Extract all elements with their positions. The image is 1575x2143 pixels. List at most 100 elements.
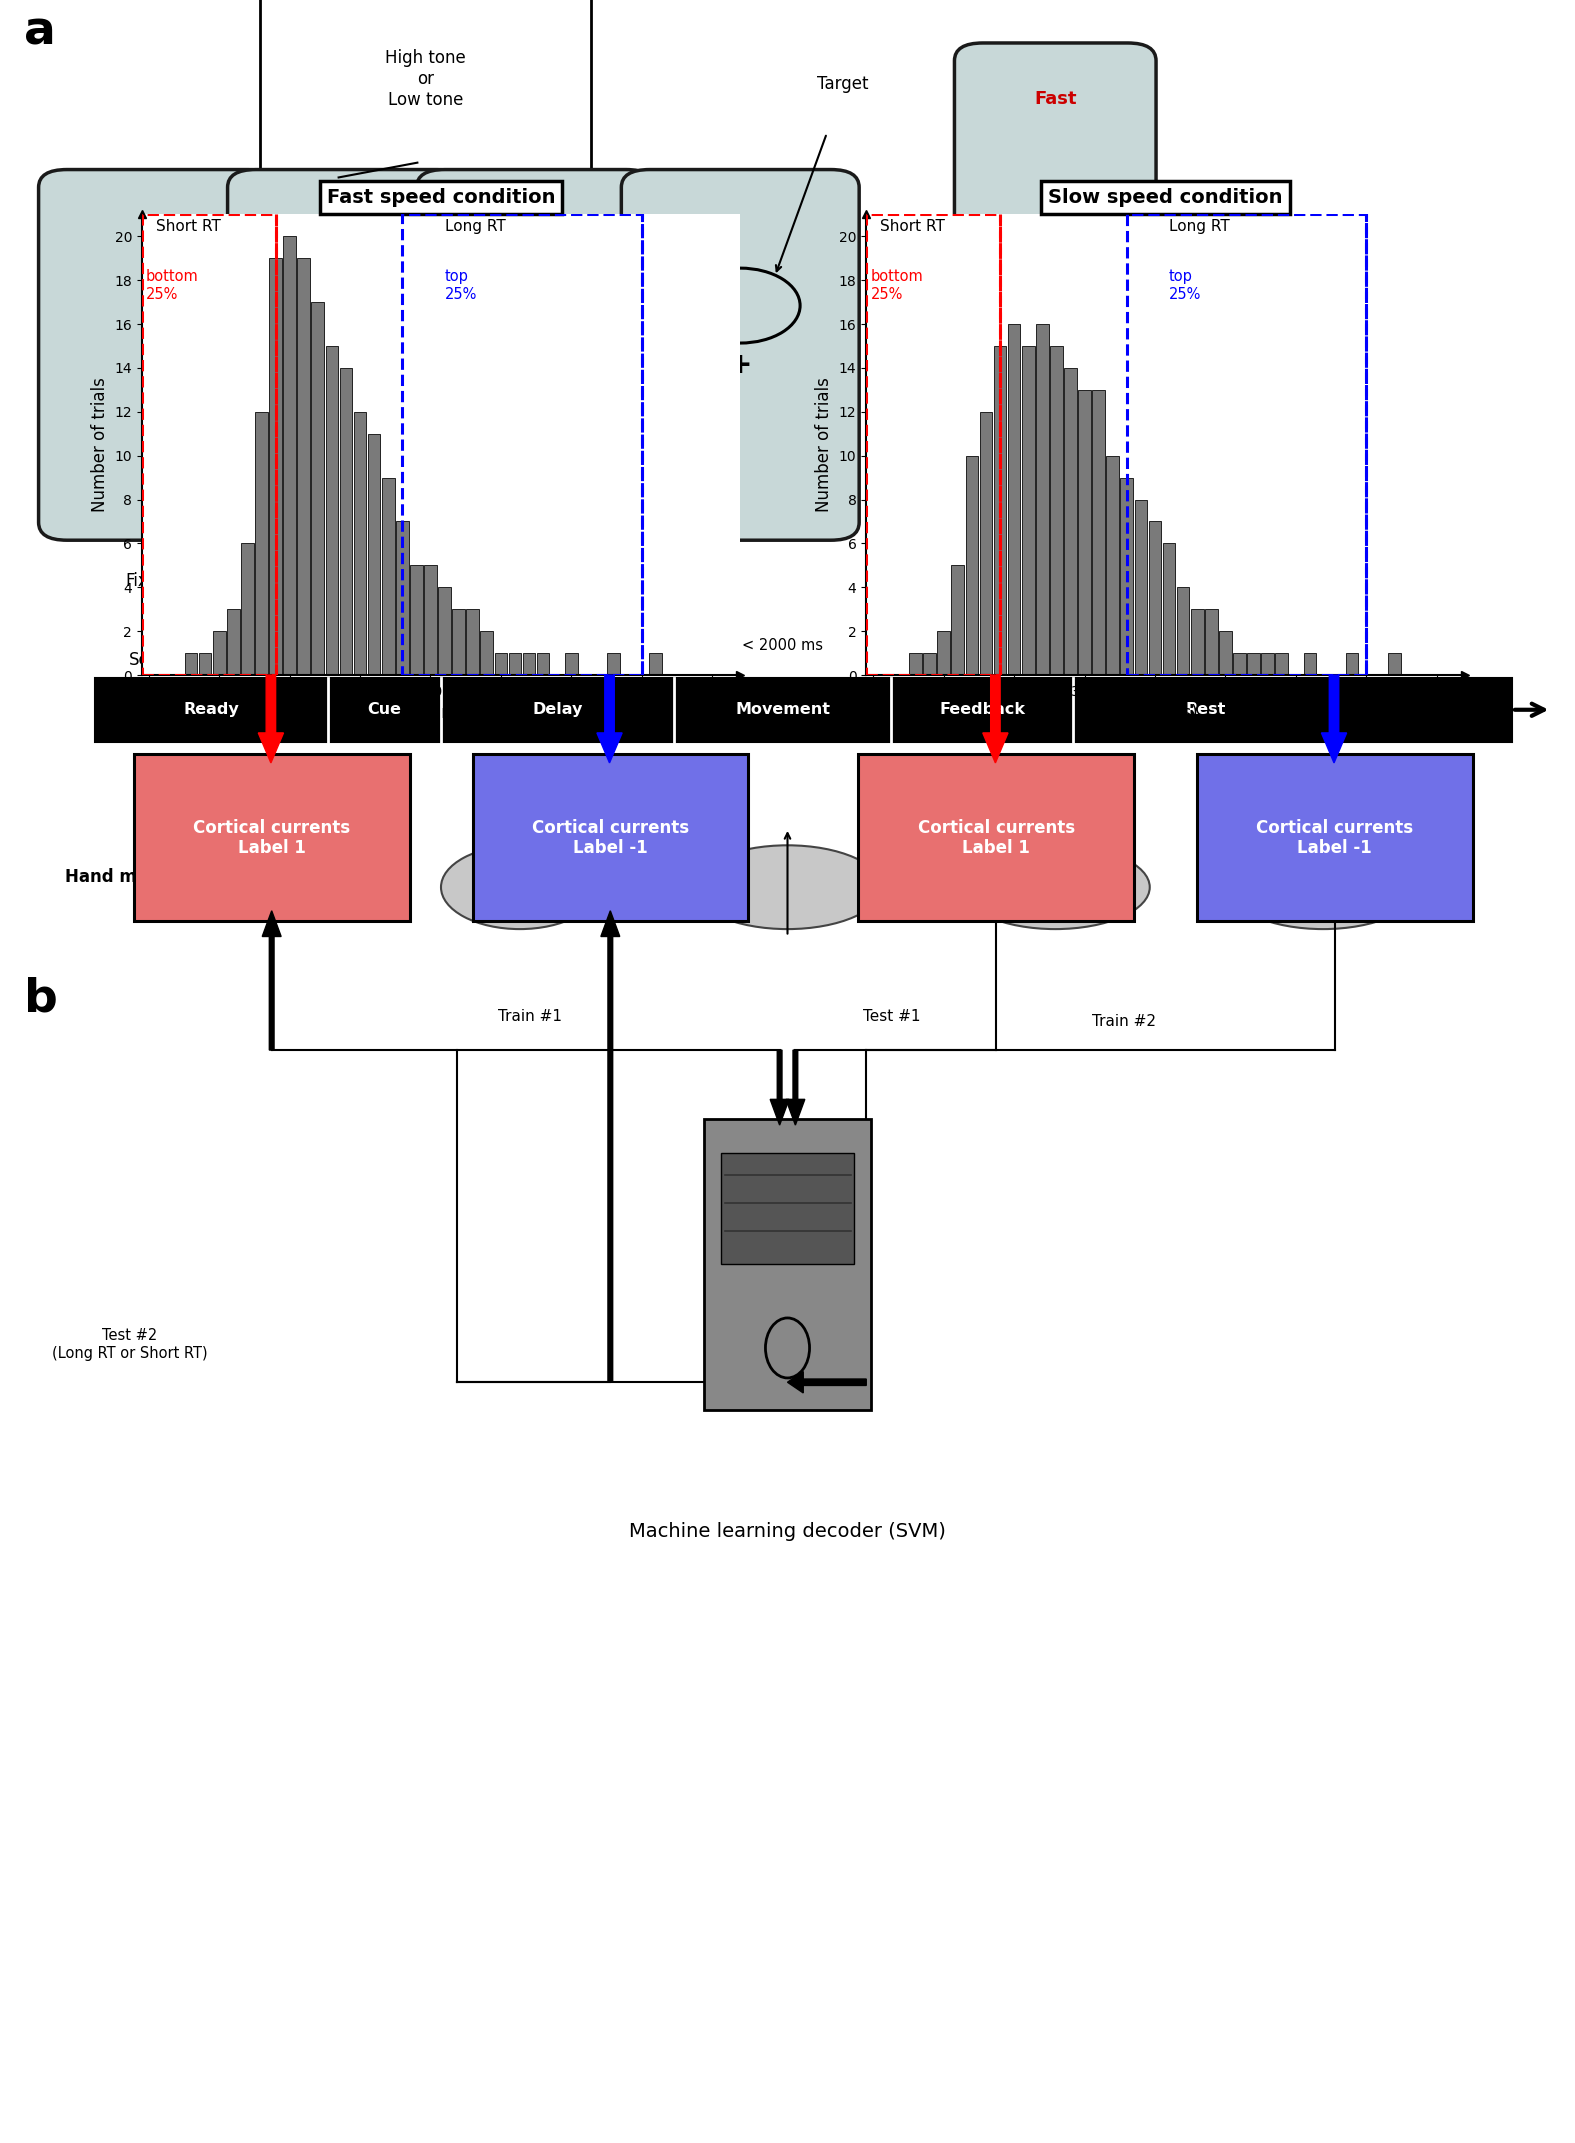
Bar	[1120, 478, 1132, 675]
Text: Cortical currents
Label -1: Cortical currents Label -1	[1257, 819, 1413, 857]
Bar	[255, 411, 268, 675]
Text: Short RT: Short RT	[156, 219, 221, 234]
Bar	[1233, 654, 1246, 675]
Bar	[284, 236, 296, 675]
Bar	[402, 214, 641, 675]
X-axis label: RT (ms): RT (ms)	[410, 705, 472, 722]
FancyBboxPatch shape	[260, 0, 591, 174]
Text: 500 ms: 500 ms	[358, 639, 411, 654]
Bar	[1126, 214, 1366, 675]
Text: Cortical currents
Label 1: Cortical currents Label 1	[918, 819, 1074, 857]
Bar	[466, 609, 479, 675]
Bar	[1134, 499, 1147, 675]
Text: Cortical currents
Label 1: Cortical currents Label 1	[194, 819, 350, 857]
Bar	[198, 654, 211, 675]
Bar	[1036, 324, 1049, 675]
Text: Slow: Slow	[1032, 504, 1079, 521]
Text: Train #1: Train #1	[498, 1009, 562, 1024]
Text: Fast: Fast	[1035, 90, 1076, 107]
Text: Train #2: Train #2	[1091, 1014, 1156, 1029]
Text: Target: Target	[976, 789, 1024, 804]
Text: top
25%: top 25%	[1169, 270, 1202, 302]
Text: Machine learning decoder (SVM): Machine learning decoder (SVM)	[628, 1522, 947, 1541]
Bar	[340, 369, 353, 675]
Text: Good: Good	[1028, 296, 1082, 315]
Bar	[410, 566, 422, 675]
Bar	[1051, 345, 1063, 675]
Text: +: +	[1046, 178, 1065, 197]
Text: +: +	[524, 351, 547, 379]
Bar	[1247, 654, 1260, 675]
Bar	[965, 456, 978, 675]
FancyBboxPatch shape	[954, 456, 1156, 666]
Text: Hand movement: Hand movement	[65, 868, 219, 887]
Ellipse shape	[693, 844, 882, 930]
Text: Brace: Brace	[545, 789, 589, 804]
Text: +: +	[146, 351, 169, 379]
Bar	[1162, 544, 1175, 675]
Bar	[1106, 456, 1118, 675]
Bar	[608, 654, 621, 675]
Bar	[1262, 654, 1274, 675]
Bar	[269, 257, 282, 675]
Title: Slow speed condition: Slow speed condition	[1049, 189, 1282, 208]
Text: High tone
or
Low tone: High tone or Low tone	[384, 49, 466, 109]
Bar	[452, 609, 465, 675]
Text: < 2000 ms: < 2000 ms	[742, 639, 824, 654]
Bar	[523, 654, 536, 675]
Bar	[1219, 632, 1232, 675]
Bar	[184, 654, 197, 675]
Bar	[951, 566, 964, 675]
Bar	[298, 257, 310, 675]
Bar	[312, 302, 324, 675]
Bar	[909, 654, 921, 675]
Bar	[1148, 521, 1161, 675]
Bar	[994, 345, 1006, 675]
FancyBboxPatch shape	[228, 169, 466, 540]
Bar	[94, 677, 1512, 741]
Y-axis label: Number of trials: Number of trials	[816, 377, 833, 512]
Text: Delay: Delay	[532, 703, 583, 718]
Bar	[480, 632, 493, 675]
Text: a: a	[24, 11, 55, 56]
X-axis label: RT (ms): RT (ms)	[1134, 705, 1197, 722]
Text: Cursor: Cursor	[1296, 527, 1350, 546]
Text: Rest: Rest	[1301, 227, 1345, 246]
Bar	[1022, 345, 1035, 675]
Text: Feedback: Feedback	[939, 703, 1025, 718]
FancyBboxPatch shape	[954, 251, 1156, 461]
Text: 1000 ms: 1000 ms	[950, 639, 1014, 654]
Text: Ready: Ready	[183, 703, 239, 718]
Bar	[1191, 609, 1203, 675]
Bar	[1276, 654, 1288, 675]
Bar	[1205, 609, 1217, 675]
FancyBboxPatch shape	[621, 169, 860, 540]
Text: Fixation: Fixation	[124, 572, 191, 589]
Ellipse shape	[1228, 844, 1418, 930]
Text: 3000 ms: 3000 ms	[1173, 639, 1238, 654]
Bar	[980, 411, 992, 675]
Text: Test #2
(Long RT or Short RT): Test #2 (Long RT or Short RT)	[52, 1329, 208, 1361]
Bar	[395, 521, 408, 675]
Bar	[537, 654, 550, 675]
Bar	[1177, 587, 1189, 675]
Bar	[241, 544, 254, 675]
Y-axis label: Number of trials: Number of trials	[91, 377, 109, 512]
Bar	[227, 609, 239, 675]
Text: Rest: Rest	[1186, 703, 1225, 718]
Bar	[424, 566, 436, 675]
FancyBboxPatch shape	[416, 169, 655, 540]
Bar	[1079, 390, 1091, 675]
Bar	[326, 345, 339, 675]
Text: or: or	[1047, 450, 1063, 467]
Text: +: +	[1309, 345, 1328, 364]
Bar	[1093, 390, 1106, 675]
Text: ◄)): ◄))	[321, 186, 356, 208]
Bar	[866, 214, 1000, 675]
Bar	[213, 632, 225, 675]
Title: Fast speed condition: Fast speed condition	[326, 189, 556, 208]
Bar	[649, 654, 662, 675]
Bar	[354, 411, 367, 675]
Text: 1500 ms: 1500 ms	[180, 639, 243, 654]
Ellipse shape	[961, 844, 1150, 930]
